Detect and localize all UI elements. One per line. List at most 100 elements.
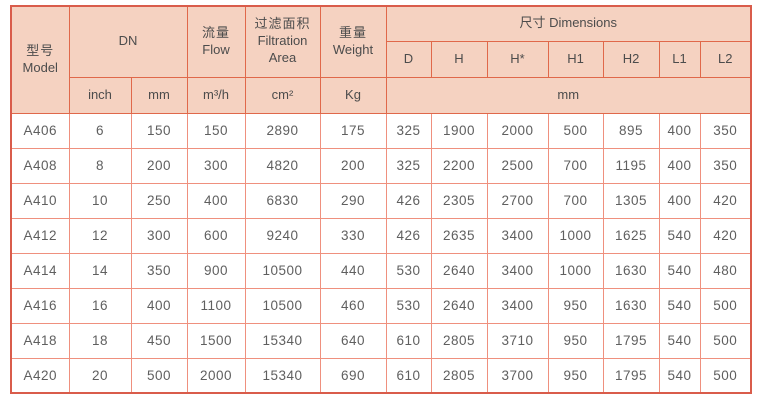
value-cell: 330 <box>319 217 387 254</box>
header-filtration-en-1: Filtration <box>257 33 308 49</box>
header-dim-h2: H2 <box>602 40 660 78</box>
header-dim-hstar: H* <box>486 40 549 78</box>
model-cell: A406 <box>10 112 70 149</box>
header-filtration-en-2: Area <box>268 50 297 66</box>
value-cell: 175 <box>319 112 387 149</box>
value-cell: 540 <box>658 217 701 254</box>
value-cell: 400 <box>130 287 188 324</box>
value-cell: 10500 <box>244 252 321 289</box>
value-cell: 3400 <box>486 287 549 324</box>
table-row: A410 10 250 400 6830 290 426 2305 2700 700 1305 400… <box>10 182 752 219</box>
value-cell: 2640 <box>430 252 488 289</box>
value-cell: 1900 <box>430 112 488 149</box>
value-cell: 2000 <box>186 357 246 394</box>
value-cell: 500 <box>699 322 752 359</box>
value-cell: 15340 <box>244 322 321 359</box>
value-cell: 200 <box>319 147 387 184</box>
value-cell: 2640 <box>430 287 488 324</box>
value-cell: 450 <box>130 322 188 359</box>
value-cell: 700 <box>547 147 604 184</box>
value-cell: 440 <box>319 252 387 289</box>
value-cell: 895 <box>602 112 660 149</box>
value-cell: 200 <box>130 147 188 184</box>
table-row: A408 8 200 300 4820 200 325 2200 2500 700 1195 400 3… <box>10 147 752 184</box>
value-cell: 480 <box>699 252 752 289</box>
product-spec-table: 型号 Model DN 流量 Flow 过滤面积 Filtration Area… <box>10 5 752 394</box>
value-cell: 420 <box>699 217 752 254</box>
value-cell: 2805 <box>430 357 488 394</box>
value-cell: 2700 <box>486 182 549 219</box>
value-cell: 610 <box>385 322 432 359</box>
header-row-dim-columns: D H H* H1 H2 L1 L2 <box>11 40 752 78</box>
value-cell: 20 <box>68 357 132 394</box>
value-cell: 1000 <box>547 252 604 289</box>
value-cell: 350 <box>130 252 188 289</box>
value-cell: 10 <box>68 182 132 219</box>
value-cell: 1795 <box>602 357 660 394</box>
table-body: A406 6 150 150 2890 175 325 1900 2000 500 895 400 35… <box>10 112 752 394</box>
value-cell: 640 <box>319 322 387 359</box>
header-flow-en: Flow <box>202 41 230 57</box>
value-cell: 530 <box>385 287 432 324</box>
value-cell: 530 <box>385 252 432 289</box>
value-cell: 500 <box>699 357 752 394</box>
value-cell: 426 <box>385 182 432 219</box>
model-cell: A412 <box>10 217 70 254</box>
unit-area: cm² <box>244 76 321 114</box>
value-cell: 350 <box>699 112 752 149</box>
value-cell: 700 <box>547 182 604 219</box>
value-cell: 150 <box>130 112 188 149</box>
header-dim-l1: L1 <box>658 40 701 78</box>
header-row-titles: 型号 Model DN 流量 Flow 过滤面积 Filtration Area… <box>10 5 752 114</box>
value-cell: 16 <box>68 287 132 324</box>
value-cell: 2500 <box>486 147 549 184</box>
value-cell: 400 <box>186 182 246 219</box>
unit-mm: mm <box>130 76 188 114</box>
model-cell: A418 <box>10 322 70 359</box>
value-cell: 950 <box>547 322 604 359</box>
value-cell: 3400 <box>486 252 549 289</box>
header-model-en: Model <box>22 59 58 75</box>
header-dn: DN <box>68 5 188 78</box>
unit-flow: m³/h <box>186 76 246 114</box>
header-flow-zh: 流量 <box>201 24 230 40</box>
value-cell: 14 <box>68 252 132 289</box>
model-cell: A410 <box>10 182 70 219</box>
value-cell: 300 <box>186 147 246 184</box>
model-cell: A416 <box>10 287 70 324</box>
value-cell: 400 <box>658 182 701 219</box>
unit-dims: mm <box>385 76 752 114</box>
value-cell: 1195 <box>602 147 660 184</box>
value-cell: 950 <box>547 287 604 324</box>
value-cell: 1000 <box>547 217 604 254</box>
value-cell: 10500 <box>244 287 321 324</box>
value-cell: 540 <box>658 252 701 289</box>
value-cell: 12 <box>68 217 132 254</box>
header-weight-en: Weight <box>332 41 374 57</box>
value-cell: 500 <box>547 112 604 149</box>
model-cell: A414 <box>10 252 70 289</box>
value-cell: 500 <box>130 357 188 394</box>
header-filtration-area: 过滤面积 Filtration Area <box>244 5 321 78</box>
value-cell: 540 <box>658 322 701 359</box>
value-cell: 690 <box>319 357 387 394</box>
header-dimensions: 尺寸 Dimensions <box>385 5 752 42</box>
value-cell: 426 <box>385 217 432 254</box>
value-cell: 6 <box>68 112 132 149</box>
value-cell: 18 <box>68 322 132 359</box>
value-cell: 2305 <box>430 182 488 219</box>
unit-weight: Kg <box>319 76 387 114</box>
header-dim-h1: H1 <box>547 40 604 78</box>
value-cell: 325 <box>385 147 432 184</box>
value-cell: 290 <box>319 182 387 219</box>
value-cell: 150 <box>186 112 246 149</box>
header-filtration-zh: 过滤面积 <box>254 16 311 32</box>
value-cell: 8 <box>68 147 132 184</box>
value-cell: 460 <box>319 287 387 324</box>
header-flow: 流量 Flow <box>186 5 246 78</box>
value-cell: 1795 <box>602 322 660 359</box>
value-cell: 950 <box>547 357 604 394</box>
value-cell: 2890 <box>244 112 321 149</box>
table-row: A412 12 300 600 9240 330 426 2635 3400 1000 1625 54… <box>10 217 752 254</box>
